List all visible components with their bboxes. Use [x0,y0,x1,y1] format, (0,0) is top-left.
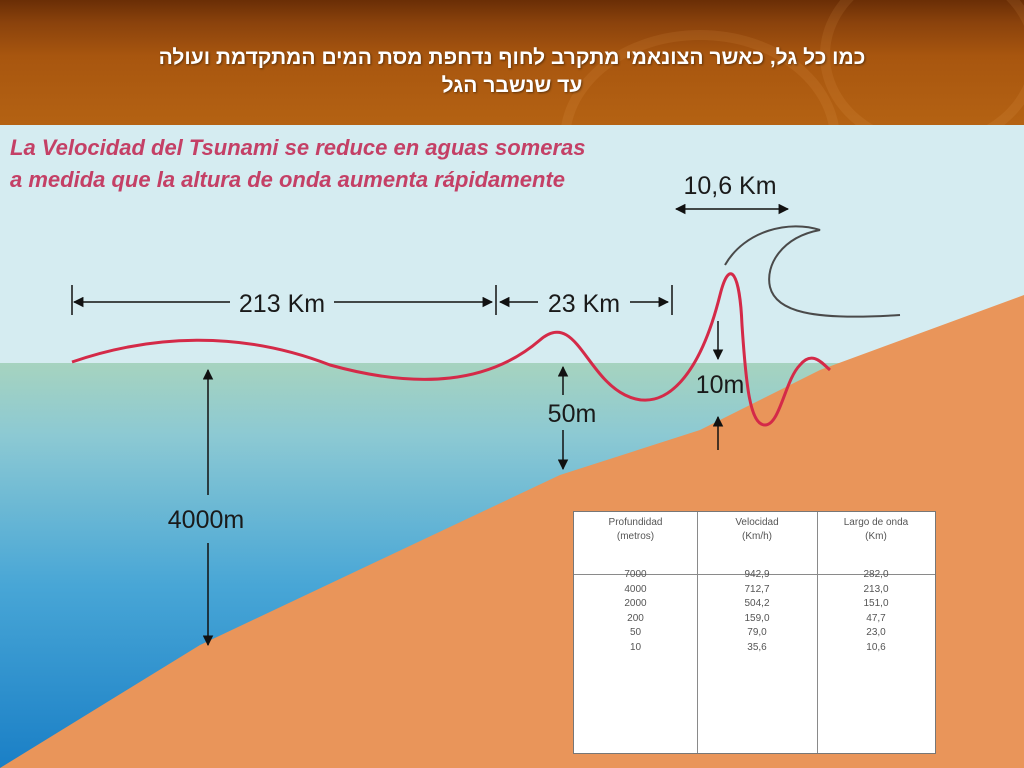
table-header-text: Velocidad [735,517,779,528]
figure-heading-line1: La Velocidad del Tsunami se reduce en ag… [10,135,585,160]
slide-title-line1: כמו כל גל, כאשר הצונאמי מתקרב לחוף נדחפת… [158,46,866,69]
dimension-10m: 10m [696,321,745,450]
slide-title-line2: עד שנשבר הגל [441,74,583,97]
table-header-wavelength: Largo de onda (Km) [817,512,935,544]
table-column-values: 7000 4000 2000 200 50 10 [574,568,697,655]
table-cell: 282,0 [863,569,889,580]
label-50m: 50m [548,400,597,428]
label-10m: 10m [696,371,745,399]
table-header-unit: (Km/h) [742,531,772,542]
table-header-unit: (Km) [865,531,887,542]
table-column-values: 282,0 213,0 151,0 47,7 23,0 10,6 [817,568,935,655]
tsunami-figure: La Velocidad del Tsunami se reduce en ag… [0,125,1024,768]
slide-header: כמו כל גל, כאשר הצונאמי מתקרב לחוף נדחפת… [0,0,1024,125]
table-cell: 4000 [624,583,647,595]
tsunami-wave [71,272,831,427]
table-column-values: 942,9 712,7 504,2 159,0 79,0 35,6 [697,568,817,655]
table-cell: 151,0 [863,598,889,609]
table-cell: 942,9 [744,569,770,580]
table-column-depth: Profundidad (metros) 7000 4000 2000 200 … [574,512,697,753]
table-header-text: Largo de onda [843,517,909,528]
tsunami-data-table: Profundidad (metros) 7000 4000 2000 200 … [573,511,936,754]
breaking-wave-crest [724,225,901,318]
table-cell: 213,0 [863,583,889,595]
table-cell: 47,7 [866,612,886,624]
table-cell: 50 [629,627,642,638]
table-cell: 159,0 [744,612,770,624]
label-4000m: 4000m [168,506,244,534]
table-cell: 504,2 [744,598,770,609]
table-cell: 23,0 [866,627,886,638]
table-header-text: Profundidad [608,517,663,528]
dimension-50m: 50m [548,365,597,471]
table-column-divider [697,512,698,753]
table-cell: 10 [629,641,642,653]
header-decoration [820,0,1024,125]
table-cell: 200 [627,612,644,624]
table-cell: 35,6 [747,641,767,653]
table-cell: 2000 [624,598,647,609]
figure-heading-line2: a medida que la altura de onda aumenta r… [10,167,565,192]
table-cell: 712,7 [744,583,770,595]
table-column-divider [817,512,818,753]
label-23km: 23 Km [548,290,620,318]
table-column-speed: Velocidad (Km/h) 942,9 712,7 504,2 159,0… [697,512,817,753]
table-header-depth: Profundidad (metros) [574,512,697,544]
dimension-10-6km: 10,6 Km [674,172,790,215]
table-header-divider [574,574,935,575]
dimension-23km: 23 Km [498,285,673,318]
table-cell: 79,0 [747,627,767,638]
table-column-wavelength: Largo de onda (Km) 282,0 213,0 151,0 47,… [817,512,935,753]
label-213km: 213 Km [239,290,325,318]
table-header-unit: (metros) [616,531,655,542]
dimension-4000m: 4000m [168,368,244,647]
label-10-6km: 10,6 Km [683,172,776,200]
table-cell: 7000 [624,569,647,580]
table-cell: 10,6 [866,641,886,653]
table-header-speed: Velocidad (Km/h) [697,512,817,544]
dimension-213km: 213 Km [71,285,497,318]
slide-title: כמו כל גל, כאשר הצונאמי מתקרב לחוף נדחפת… [40,44,984,100]
